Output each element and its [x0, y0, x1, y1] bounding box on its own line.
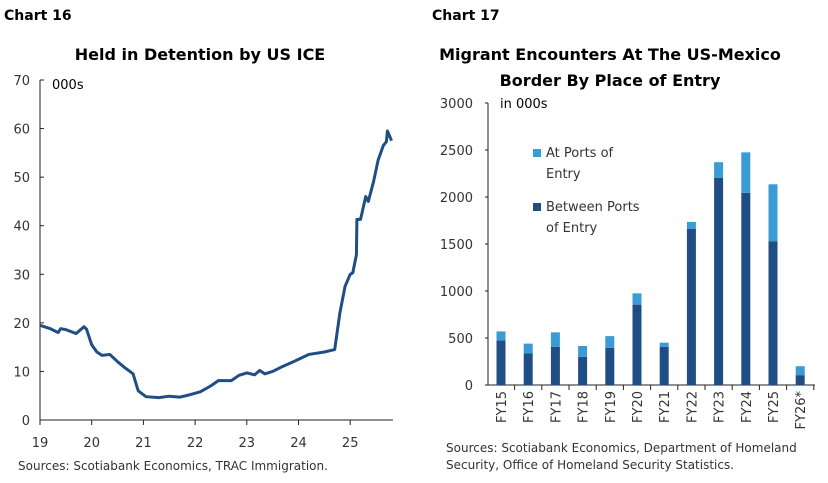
y-tick-label: 0: [22, 414, 30, 429]
y-tick-label: 1500: [440, 238, 473, 253]
chart16-unit: 000s: [52, 78, 84, 93]
chart17-source-2: Security, Office of Homeland Security St…: [446, 458, 734, 472]
bar-at-ports-FY20: [632, 293, 642, 305]
x-tick-label: 25: [342, 436, 359, 451]
bar-at-ports-FY21: [659, 342, 669, 347]
chart17-title-line2: Border By Place of Entry: [500, 71, 721, 90]
bar-at-ports-FY15: [496, 331, 506, 341]
chart16-title: Held in Detention by US ICE: [75, 45, 325, 64]
bar-between-ports-FY21: [659, 346, 669, 385]
x-tick-label: 23: [239, 436, 256, 451]
bar-at-ports-FY17: [550, 332, 560, 347]
x-tick-label: FY21: [658, 391, 673, 423]
x-tick-label: 24: [290, 436, 307, 451]
bar-between-ports-FY20: [632, 304, 642, 385]
bar-at-ports-FY22: [686, 221, 696, 229]
y-tick-label: 50: [13, 171, 30, 186]
bar-at-ports-FY23: [714, 162, 724, 178]
legend-label: Between Ports: [546, 200, 640, 215]
y-tick-label: 3000: [440, 97, 473, 112]
y-tick-label: 30: [13, 268, 30, 283]
y-tick-label: 10: [13, 365, 30, 380]
legend-swatch: [533, 203, 541, 211]
x-tick-label: FY15: [495, 391, 510, 423]
x-tick-label: FY16: [522, 391, 537, 423]
legend-label: At Ports of: [546, 146, 614, 161]
bar-between-ports-FY19: [605, 347, 615, 385]
chart16-plot: 0 10 20 30 40 50 60 70 19 20 21 22 23 24 25: [13, 74, 393, 451]
bar-between-ports-FY23: [714, 177, 724, 385]
bar-between-ports-FY15: [496, 340, 506, 385]
bar-between-ports-FY16: [523, 353, 533, 385]
chart16-source: Sources: Scotiabank Economics, TRAC Immi…: [18, 459, 328, 473]
legend-label: Entry: [546, 167, 581, 182]
y-tick-label: 40: [13, 220, 30, 235]
bar-between-ports-FY18: [578, 356, 588, 385]
x-tick-label: FY26*: [794, 391, 809, 430]
chart16-label: Chart 16: [4, 8, 72, 24]
x-tick-label: FY24: [740, 391, 755, 423]
detention-line: [39, 129, 393, 400]
y-tick-label: 20: [13, 317, 30, 332]
chart17-label: Chart 17: [432, 8, 500, 24]
bar-at-ports-FY24: [741, 152, 751, 193]
bar-between-ports-FY17: [550, 346, 560, 385]
x-tick-label: FY18: [577, 391, 592, 423]
bar-at-ports-FY19: [605, 336, 615, 348]
x-tick-label: 21: [135, 436, 152, 451]
bar-between-ports-FY26*: [795, 375, 805, 385]
y-tick-label: 500: [448, 332, 473, 347]
x-tick-label: FY20: [631, 391, 646, 423]
bar-at-ports-FY25: [768, 184, 778, 242]
x-tick-label: FY17: [549, 391, 564, 423]
chart17-source-1: Sources: Scotiabank Economics, Departmen…: [446, 441, 797, 455]
x-tick-label: FY25: [767, 391, 782, 423]
y-tick-label: 60: [13, 123, 30, 138]
x-tick-label: FY23: [713, 391, 728, 423]
x-tick-label: FY22: [685, 391, 700, 423]
y-tick-label: 2000: [440, 191, 473, 206]
y-tick-label: 0: [465, 379, 473, 394]
legend-label: of Entry: [546, 221, 598, 236]
y-tick-label: 1000: [440, 285, 473, 300]
y-tick-label: 2500: [440, 144, 473, 159]
x-tick-label: 22: [187, 436, 204, 451]
x-tick-label: 20: [83, 436, 100, 451]
x-tick-label: FY19: [604, 391, 619, 423]
chart17-plot: 0 500 1000 1500 2000 2500 3000 FY15 FY16 FY17 FY18…: [440, 97, 815, 429]
bar-at-ports-FY26*: [795, 366, 805, 376]
bar-at-ports-FY18: [578, 345, 588, 357]
y-tick-label: 70: [13, 74, 30, 89]
legend-swatch: [533, 149, 541, 157]
bar-between-ports-FY22: [686, 228, 696, 385]
chart17-unit: in 000s: [500, 97, 548, 112]
x-tick-label: 19: [32, 436, 49, 451]
bar-at-ports-FY16: [523, 343, 533, 354]
bar-between-ports-FY25: [768, 241, 778, 385]
bar-between-ports-FY24: [741, 192, 751, 385]
chart17-title-line1: Migrant Encounters At The US-Mexico: [439, 45, 781, 64]
